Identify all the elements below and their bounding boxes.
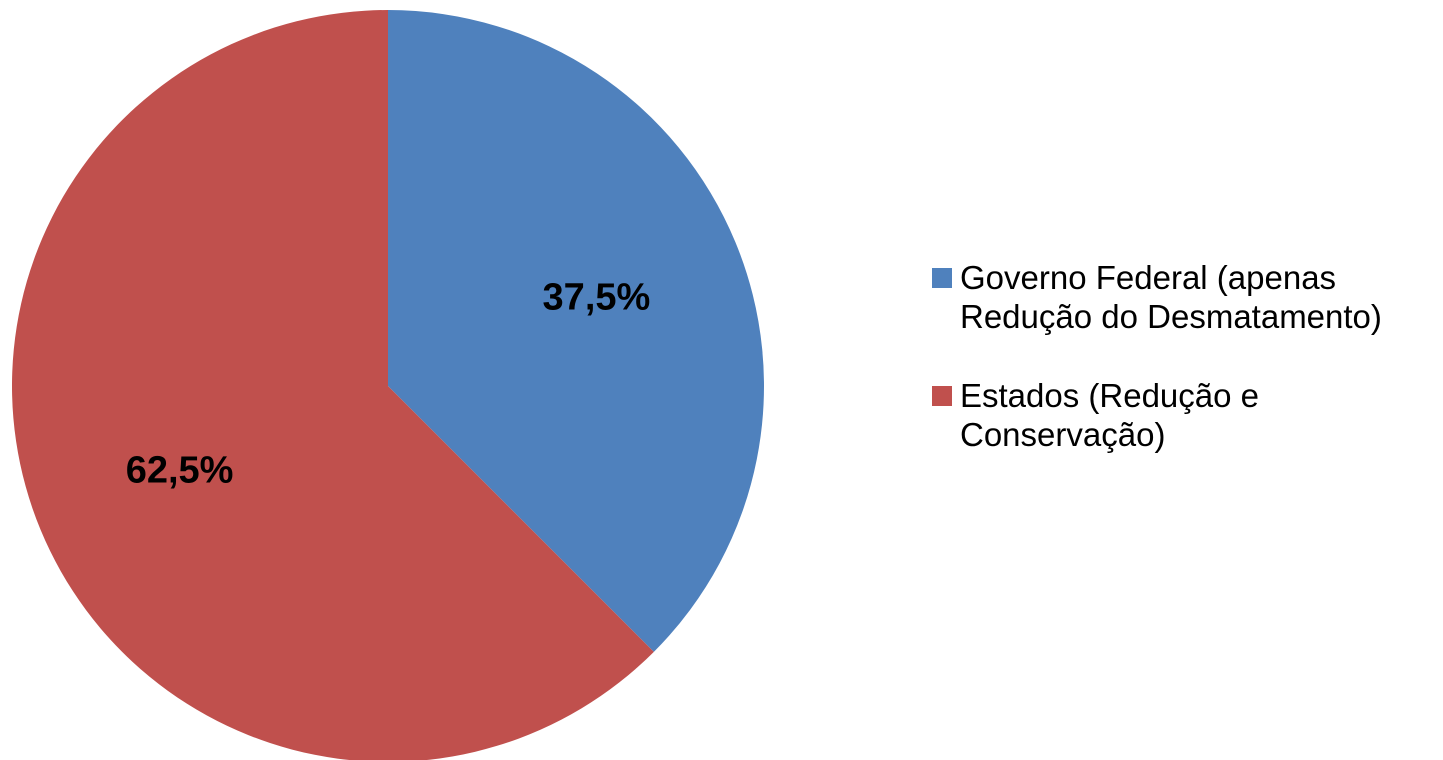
legend-label-governo-federal: Governo Federal (apenas Redução do Desma…	[960, 259, 1382, 335]
pie-slice-governo-federal	[388, 10, 764, 652]
pie-chart: 37,5% 62,5%	[12, 10, 764, 760]
pie-slice-estados	[12, 10, 654, 760]
pie-data-label-governo-federal: 37,5%	[543, 277, 651, 319]
pie-data-label-estados: 62,5%	[126, 449, 234, 491]
legend-swatch-governo-federal	[932, 268, 952, 288]
legend-item-estados: Estados (Redução e Conservação)	[932, 376, 1442, 454]
legend-item-governo-federal: Governo Federal (apenas Redução do Desma…	[932, 258, 1442, 336]
legend-label-estados: Estados (Redução e Conservação)	[960, 377, 1260, 453]
legend: Governo Federal (apenas Redução do Desma…	[932, 258, 1442, 494]
legend-swatch-estados	[932, 386, 952, 406]
